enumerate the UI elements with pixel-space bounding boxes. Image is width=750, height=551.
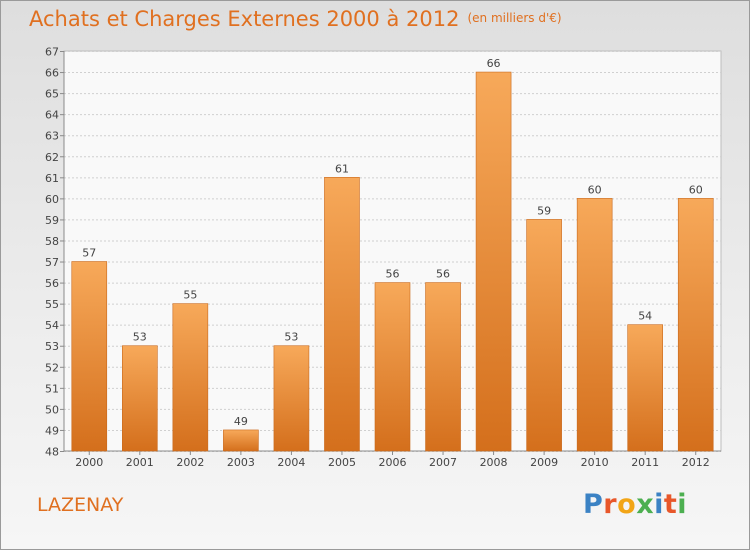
data-label: 49 — [234, 415, 248, 428]
bar — [71, 261, 108, 452]
y-tick-label: 60 — [45, 193, 59, 206]
x-tick-label: 2012 — [682, 456, 710, 469]
x-tick-label: 2000 — [75, 456, 103, 469]
y-tick-label: 52 — [45, 361, 59, 374]
data-label: 61 — [335, 162, 349, 175]
data-label: 60 — [689, 183, 703, 196]
y-tick-label: 64 — [45, 109, 59, 122]
y-tick-label: 49 — [45, 424, 59, 437]
x-tick-label: 2008 — [480, 456, 508, 469]
y-tick-label: 65 — [45, 88, 59, 101]
bar — [223, 429, 259, 452]
town-name: LAZENAY — [37, 494, 124, 516]
x-tick-label: 2009 — [530, 456, 558, 469]
x-tick-label: 2011 — [631, 456, 659, 469]
bar — [425, 282, 461, 452]
x-tick-label: 2001 — [126, 456, 154, 469]
x-tick-label: 2004 — [277, 456, 305, 469]
y-tick-label: 66 — [45, 67, 59, 80]
y-tick-label: 61 — [45, 172, 59, 185]
bar — [576, 198, 613, 452]
data-label: 66 — [487, 57, 501, 70]
bar — [677, 198, 714, 452]
y-tick-label: 56 — [45, 277, 59, 290]
bar — [122, 345, 158, 452]
brand-letter: i — [654, 489, 664, 520]
brand-logo: Proxiti — [583, 489, 687, 520]
data-label: 60 — [588, 183, 602, 196]
bar — [526, 219, 562, 452]
brand-letter: t — [663, 489, 678, 520]
x-tick-label: 2005 — [328, 456, 356, 469]
data-label: 59 — [537, 204, 551, 217]
chart-title: Achats et Charges Externes 2000 à 2012 — [29, 7, 460, 31]
chart-unit: (en milliers d'€) — [467, 11, 562, 25]
y-tick-label: 55 — [45, 298, 59, 311]
x-tick-label: 2002 — [176, 456, 204, 469]
x-tick-label: 2010 — [581, 456, 609, 469]
y-tick-label: 54 — [45, 319, 59, 332]
data-label: 55 — [183, 289, 197, 302]
data-label: 56 — [436, 268, 450, 281]
brand-letter: i — [677, 489, 688, 520]
brand-letter: x — [636, 489, 655, 520]
chart-title-block: Achats et Charges Externes 2000 à 2012 (e… — [29, 7, 562, 31]
bar — [475, 71, 512, 452]
y-tick-label: 62 — [45, 151, 59, 164]
data-label: 57 — [82, 247, 96, 260]
bar — [374, 282, 411, 452]
data-label: 53 — [284, 331, 298, 344]
data-label: 54 — [638, 310, 652, 323]
y-tick-label: 51 — [45, 382, 59, 395]
y-tick-label: 67 — [45, 46, 59, 59]
y-tick-label: 53 — [45, 340, 59, 353]
y-tick-label: 48 — [45, 446, 59, 459]
data-label: 53 — [133, 331, 147, 344]
y-tick-label: 59 — [45, 214, 59, 227]
brand-letter: o — [617, 489, 637, 520]
y-tick-label: 58 — [45, 235, 59, 248]
brand-letter: P — [583, 489, 604, 520]
x-tick-label: 2007 — [429, 456, 457, 469]
y-tick-label: 57 — [45, 256, 59, 269]
y-tick-label: 63 — [45, 130, 59, 143]
data-label: 56 — [386, 268, 400, 281]
bar — [627, 324, 663, 452]
x-tick-label: 2003 — [227, 456, 255, 469]
brand-letter: r — [603, 489, 618, 520]
y-tick-label: 50 — [45, 403, 59, 416]
bar — [172, 303, 209, 452]
bar — [273, 345, 310, 452]
x-tick-label: 2006 — [379, 456, 407, 469]
bar — [324, 177, 360, 452]
